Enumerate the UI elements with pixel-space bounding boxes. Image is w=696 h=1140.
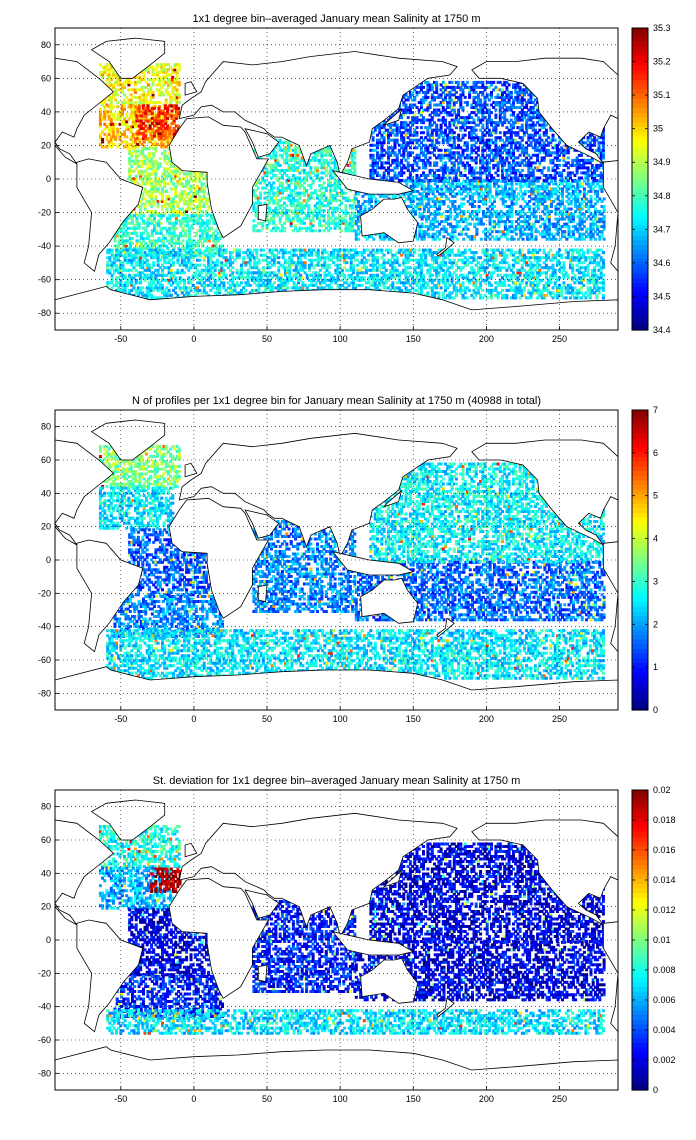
heatmap-cell — [138, 81, 141, 84]
heatmap-cell — [125, 135, 128, 138]
heatmap-cell — [156, 143, 159, 146]
heatmap-cell — [140, 119, 143, 122]
heatmap-cell — [148, 147, 151, 150]
heatmap-cell — [168, 182, 171, 185]
heatmap-cell — [125, 113, 128, 116]
heatmap-cell — [127, 118, 130, 121]
heatmap-cell — [110, 118, 113, 121]
heatmap-cell — [151, 137, 154, 140]
heatmap-cell — [101, 138, 104, 141]
heatmap-cell — [130, 152, 133, 155]
heatmap-cell — [142, 104, 145, 107]
heatmap-cell — [178, 81, 181, 84]
heatmap-cell — [152, 91, 155, 94]
heatmap-cell — [112, 105, 115, 108]
heatmap-cell — [157, 167, 160, 170]
heatmap-cell — [131, 217, 134, 220]
heatmap-cell — [138, 107, 141, 110]
heatmap-cell — [177, 107, 180, 110]
heatmap-cell — [159, 157, 162, 160]
heatmap-cell — [116, 93, 119, 96]
heatmap-cell — [175, 104, 178, 107]
heatmap-cell — [183, 213, 186, 216]
heatmap-cell — [164, 104, 167, 107]
heatmap-cell — [128, 147, 131, 150]
heatmap-cell — [194, 198, 197, 201]
heatmap-cell — [135, 232, 138, 235]
heatmap-cell — [131, 237, 134, 240]
heatmap-cell — [167, 63, 170, 66]
heatmap-cell — [138, 214, 141, 217]
heatmap-cell — [110, 99, 113, 102]
heatmap-cell — [114, 123, 117, 126]
heatmap-cell — [154, 195, 157, 198]
heatmap-cell — [144, 135, 147, 138]
heatmap-cell — [152, 81, 155, 84]
heatmap-cell — [160, 137, 163, 140]
heatmap-cell — [198, 195, 201, 198]
heatmap-cell — [103, 118, 106, 121]
heatmap-cell — [166, 107, 169, 110]
heatmap-cell — [119, 130, 122, 133]
heatmap-cell — [130, 81, 133, 84]
heatmap-region-3 — [135, 104, 180, 140]
heatmap-cell — [178, 66, 181, 69]
heatmap-cell — [159, 182, 162, 185]
chart-panel-1: -50 0 50 100 150 200 250806040200-20-40-60-801… — [38, 13, 671, 344]
heatmap-cell — [176, 88, 179, 91]
heatmap-cell — [130, 99, 133, 102]
heatmap-cell — [99, 133, 102, 136]
heatmap-cell — [146, 137, 149, 140]
heatmap-cell — [135, 234, 138, 237]
heatmap-cell — [158, 81, 161, 84]
heatmap-cell — [207, 205, 210, 208]
heatmap-cell — [135, 217, 138, 220]
heatmap-cell — [163, 150, 166, 153]
heatmap-cell — [138, 104, 141, 107]
heatmap-cell — [138, 222, 141, 225]
heatmap-cell — [152, 152, 155, 155]
heatmap-cell — [159, 162, 162, 165]
heatmap-cell — [153, 107, 156, 110]
heatmap-cell — [164, 137, 167, 140]
heatmap-cell — [146, 104, 149, 107]
heatmap-cell — [99, 108, 102, 111]
heatmap-cell — [156, 66, 159, 69]
heatmap-cell — [177, 125, 180, 128]
heatmap-cell — [168, 195, 171, 198]
heatmap-cell — [178, 93, 181, 96]
heatmap-cell — [116, 105, 119, 108]
figure: -50 0 50 100 150 200 250806040200-20-40-60-801… — [0, 0, 696, 1140]
heatmap-cell — [131, 242, 134, 245]
heatmap-cell — [178, 63, 181, 66]
heatmap-cell — [116, 101, 119, 104]
heatmap-cell — [112, 113, 115, 116]
heatmap-cell — [173, 66, 176, 69]
heatmap-cell — [103, 105, 106, 108]
heatmap-cell — [123, 105, 126, 108]
heatmap-cell — [112, 143, 115, 146]
heatmap-cell — [158, 101, 161, 104]
heatmap-cell — [178, 101, 181, 104]
heatmap-cell — [134, 101, 137, 104]
heatmap-cell — [133, 214, 136, 217]
heatmap-cell — [135, 137, 138, 140]
heatmap-cell — [165, 190, 168, 193]
heatmap-cell — [165, 99, 168, 102]
heatmap-cell — [125, 96, 128, 99]
heatmap-cell — [154, 147, 157, 150]
heatmap-cell — [99, 63, 102, 66]
heatmap-cell — [154, 78, 157, 81]
